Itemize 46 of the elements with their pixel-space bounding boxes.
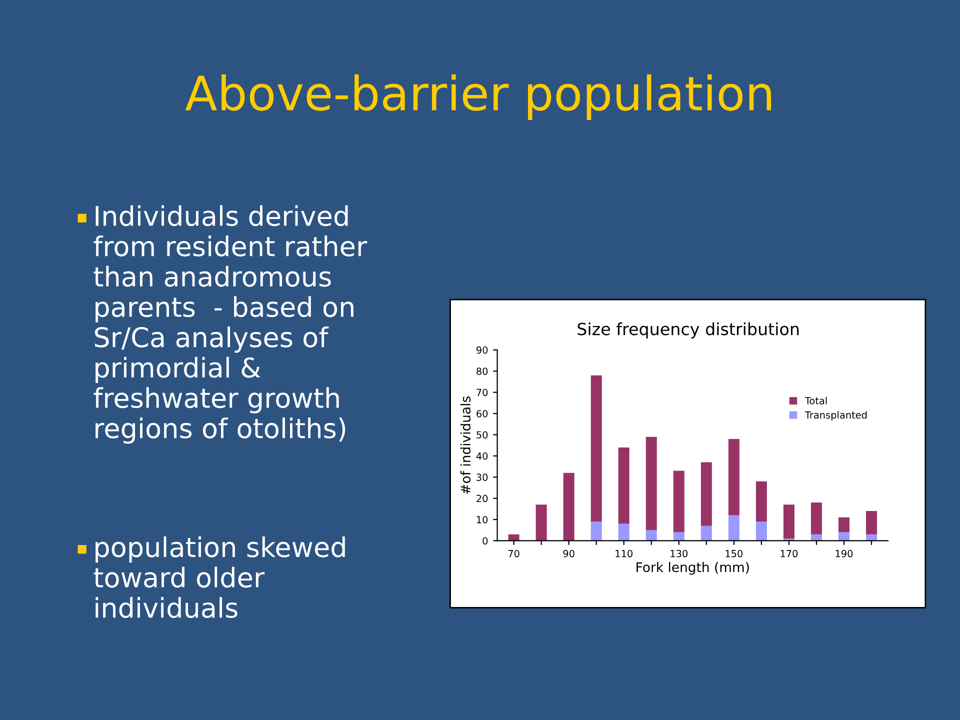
bar xyxy=(756,522,767,541)
y-tick-label: 50 xyxy=(476,431,488,439)
text: population skewed toward older individuals xyxy=(94,536,345,618)
bar xyxy=(673,470,684,532)
bar xyxy=(783,504,794,539)
y-tick-label: 20 xyxy=(476,494,488,502)
bar xyxy=(563,472,574,541)
x-tick-label: 110 xyxy=(616,550,632,558)
bar xyxy=(756,481,767,522)
x-tick-label: 190 xyxy=(836,550,853,558)
text: Individuals derived from resident rather than anadromous parents - based on Sr/Ca analyses of primordial & freshwater growth regions of otoliths) xyxy=(94,205,368,444)
bar xyxy=(810,502,822,534)
bar xyxy=(728,515,740,541)
bar xyxy=(728,438,740,516)
y-tick-label: 40 xyxy=(476,452,488,460)
x-tick-label: 90 xyxy=(563,550,574,558)
y-tick-label: 90 xyxy=(476,346,488,354)
y-tick-label: 60 xyxy=(476,410,488,418)
y-tick-label: 30 xyxy=(476,474,488,481)
bar xyxy=(590,375,602,522)
bar xyxy=(618,524,630,541)
bar xyxy=(866,511,877,534)
y-tick-label: 10 xyxy=(476,516,488,524)
bar xyxy=(646,530,657,541)
x-tick-label: 130 xyxy=(670,550,688,558)
x-tick-label: 70 xyxy=(508,550,520,558)
y-axis-title: #of individuals xyxy=(460,396,471,494)
bar xyxy=(700,462,712,526)
y-tick-label: 70 xyxy=(476,388,488,396)
bar xyxy=(618,447,630,524)
y-tick-label: 0 xyxy=(482,537,488,545)
bar xyxy=(646,436,657,530)
y-tick-label: 80 xyxy=(476,368,488,375)
chart-subtitle: Size frequency distribution xyxy=(578,322,799,339)
bar xyxy=(838,517,850,532)
x-tick-label: 170 xyxy=(780,550,798,558)
bar xyxy=(838,532,850,541)
legend-label: Total xyxy=(804,396,827,404)
chart-title: Above-barrier population xyxy=(185,74,771,120)
bar xyxy=(536,504,547,541)
bar xyxy=(590,522,602,541)
bar xyxy=(673,532,684,541)
x-tick-label: 150 xyxy=(726,550,743,558)
x-axis-title: Fork length (mm) xyxy=(636,562,749,575)
bar xyxy=(700,526,712,541)
legend-label: Transplanted xyxy=(804,411,867,421)
